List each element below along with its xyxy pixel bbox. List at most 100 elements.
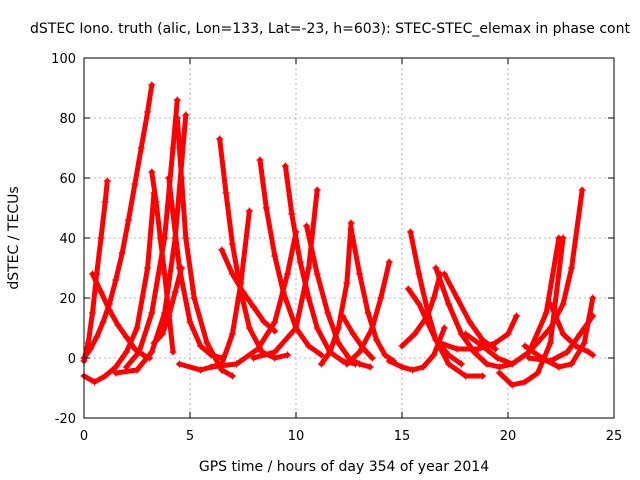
data-point — [139, 351, 147, 359]
data-point — [559, 330, 567, 338]
data-point — [368, 354, 376, 362]
data-point — [122, 348, 130, 356]
data-point — [101, 198, 109, 206]
data-point — [491, 345, 499, 353]
data-point — [559, 234, 567, 242]
data-point — [479, 372, 487, 380]
series-3 — [80, 189, 158, 386]
data-point — [347, 225, 355, 233]
data-point — [364, 309, 372, 317]
data-point — [144, 108, 152, 116]
y-tick-label: 100 — [51, 52, 76, 67]
x-tick-label: 25 — [606, 429, 623, 444]
data-point — [349, 330, 357, 338]
data-point — [317, 360, 325, 368]
data-point — [508, 381, 516, 389]
y-tick-label: 20 — [59, 292, 76, 307]
data-point — [103, 177, 111, 185]
series-27 — [440, 270, 499, 353]
data-point — [334, 339, 342, 347]
data-point — [133, 324, 141, 332]
data-point — [398, 363, 406, 371]
data-point — [462, 330, 470, 338]
data-point — [366, 363, 374, 371]
data-point — [161, 270, 169, 278]
series-line — [282, 163, 358, 367]
data-point — [114, 321, 122, 329]
data-point — [356, 360, 364, 368]
series-line — [208, 229, 299, 370]
data-point — [546, 339, 554, 347]
data-point — [228, 330, 236, 338]
data-point — [404, 285, 412, 293]
series-line — [340, 313, 375, 361]
data-point — [161, 234, 169, 242]
data-point — [406, 228, 414, 236]
data-point — [430, 294, 438, 302]
data-point — [175, 360, 183, 368]
data-point — [133, 366, 141, 374]
data-point — [462, 372, 470, 380]
series-line — [90, 271, 153, 361]
series-0 — [80, 81, 156, 362]
data-point — [271, 318, 279, 326]
data-point — [144, 264, 152, 272]
data-point — [555, 363, 563, 371]
data-point — [479, 336, 487, 344]
data-point — [305, 342, 313, 350]
data-point — [432, 264, 440, 272]
data-point — [165, 174, 173, 182]
data-point — [542, 309, 550, 317]
data-point — [233, 360, 241, 368]
series-line — [113, 112, 189, 376]
data-point — [504, 330, 512, 338]
data-point — [415, 300, 423, 308]
series-10 — [216, 135, 292, 362]
data-point — [474, 345, 482, 353]
data-point — [125, 216, 133, 224]
data-point — [250, 354, 258, 362]
series-8 — [165, 174, 226, 362]
data-point — [250, 303, 258, 311]
data-point — [512, 312, 520, 320]
series-24 — [404, 285, 465, 368]
data-point — [256, 156, 264, 164]
data-point — [148, 309, 156, 317]
data-point — [84, 339, 92, 347]
data-point — [296, 258, 304, 266]
data-point — [197, 366, 205, 374]
data-point — [525, 354, 533, 362]
data-point — [563, 348, 571, 356]
data-point — [173, 96, 181, 104]
data-point — [313, 270, 321, 278]
data-point — [423, 312, 431, 320]
data-point — [169, 144, 177, 152]
data-point — [262, 204, 270, 212]
data-point — [377, 294, 385, 302]
data-point — [385, 357, 393, 365]
data-point — [568, 264, 576, 272]
data-point — [222, 189, 230, 197]
data-point — [385, 258, 393, 266]
series-2 — [88, 270, 154, 362]
data-point — [182, 234, 190, 242]
data-point — [254, 345, 262, 353]
data-point — [368, 324, 376, 332]
data-point — [292, 324, 300, 332]
data-point — [343, 360, 351, 368]
data-point — [445, 351, 453, 359]
x-tick-label: 5 — [186, 429, 194, 444]
data-point — [97, 288, 105, 296]
series-line — [217, 136, 290, 361]
y-tick-labels: -20 0 20 40 60 80 100 — [51, 52, 76, 427]
data-point — [457, 360, 465, 368]
data-point — [534, 369, 542, 377]
x-tick-label: 20 — [500, 429, 517, 444]
series-line — [81, 82, 155, 361]
data-point — [445, 300, 453, 308]
series-line — [123, 97, 180, 370]
data-point — [150, 339, 158, 347]
series-21 — [339, 312, 376, 362]
data-point — [313, 324, 321, 332]
series-1 — [80, 177, 111, 365]
